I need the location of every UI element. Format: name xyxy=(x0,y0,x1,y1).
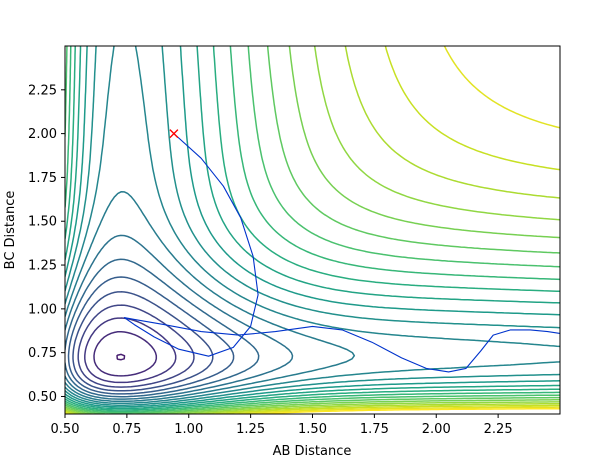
y-tick-label: 2.00 xyxy=(28,127,57,142)
contour-level-line xyxy=(116,353,126,361)
x-axis-ticks: 0.50 0.75 1.00 1.25 1.50 1.75 2.00 2.25 xyxy=(51,414,513,437)
contour-level-line xyxy=(65,46,560,405)
trajectory-line xyxy=(123,133,560,373)
y-tick-label: 0.75 xyxy=(28,346,57,361)
y-axis-ticks: 0.50 0.75 1.00 1.25 1.50 1.75 2.00 2.25 xyxy=(28,83,65,405)
y-tick-label: 1.75 xyxy=(28,171,57,186)
x-tick-label: 2.25 xyxy=(484,422,513,437)
contour-level-line xyxy=(65,234,294,400)
contour-level-line xyxy=(93,330,158,377)
contour-level-line xyxy=(65,191,356,403)
contour-level-line xyxy=(65,46,560,406)
y-tick-label: 1.25 xyxy=(28,259,57,274)
trajectory-layer xyxy=(123,133,560,373)
y-axis-label: BC Distance xyxy=(3,191,18,270)
x-tick-label: 1.75 xyxy=(360,422,389,437)
contour-level-line xyxy=(65,46,560,414)
x-tick-label: 0.75 xyxy=(112,422,141,437)
y-tick-label: 2.25 xyxy=(28,83,57,98)
x-tick-label: 2.00 xyxy=(422,422,451,437)
contour-lines xyxy=(65,46,560,414)
contour-level-line xyxy=(65,258,260,398)
start-marker xyxy=(169,129,179,139)
y-tick-label: 1.50 xyxy=(28,215,57,230)
y-tick-label: 1.00 xyxy=(28,302,57,317)
contour-level-line xyxy=(65,46,560,414)
contour-level-line xyxy=(65,46,560,414)
contour-level-line xyxy=(67,276,235,395)
x-tick-label: 1.25 xyxy=(236,422,265,437)
x-axis-label: AB Distance xyxy=(273,444,352,459)
contour-level-line xyxy=(65,46,560,411)
contour-level-line xyxy=(65,46,560,414)
x-tick-label: 1.00 xyxy=(174,422,203,437)
contour-level-line xyxy=(65,46,560,414)
contour-level-line xyxy=(77,304,195,388)
contour-level-line xyxy=(65,46,560,414)
contour-level-line xyxy=(65,46,560,413)
x-tick-label: 0.50 xyxy=(51,422,80,437)
marker-layer xyxy=(169,129,179,139)
y-tick-label: 0.50 xyxy=(28,390,57,405)
contour-level-line xyxy=(65,46,560,410)
contour-level-line xyxy=(65,46,560,414)
contour-level-line xyxy=(65,46,560,408)
contour-level-line xyxy=(72,291,214,392)
x-tick-label: 1.50 xyxy=(298,422,327,437)
